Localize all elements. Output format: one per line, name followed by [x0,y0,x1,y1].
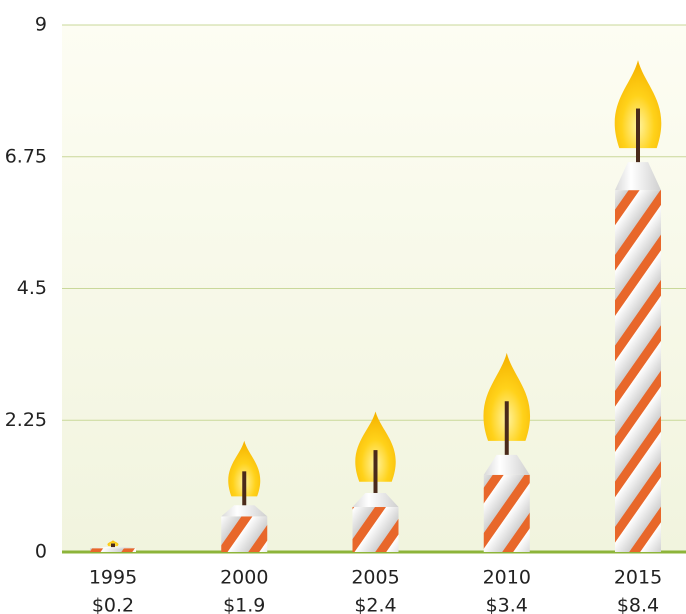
y-tick-label: 9 [35,14,47,36]
value-label: $0.2 [92,595,134,614]
y-tick-label: 6.75 [5,145,47,167]
candle [615,60,662,552]
x-tick-label: 1995 [89,567,137,589]
candle-body [221,516,267,552]
x-tick-label: 2010 [483,567,531,589]
x-tick-label: 2015 [614,567,662,589]
candle-body [484,475,530,552]
chart: 0 2.25 4.5 6.75 9 1995 $0.2 2000 $1.9 2005 $2.4 201… [0,0,686,614]
value-label: $3.4 [486,595,528,614]
y-tick-label: 2.25 [5,409,47,431]
x-tick-label: 2005 [351,567,399,589]
candle-body [615,190,661,552]
value-label: $8.4 [617,595,659,614]
y-tick-label: 4.5 [17,277,47,299]
value-label: $2.4 [354,595,396,614]
candle-body [90,548,136,552]
page: 0 2.25 4.5 6.75 9 1995 $0.2 2000 $1.9 2005 $2.4 201… [0,0,686,614]
x-tick-label: 2000 [220,567,268,589]
y-tick-label: 0 [35,541,47,563]
candle-body [353,507,399,552]
value-label: $1.9 [223,595,265,614]
